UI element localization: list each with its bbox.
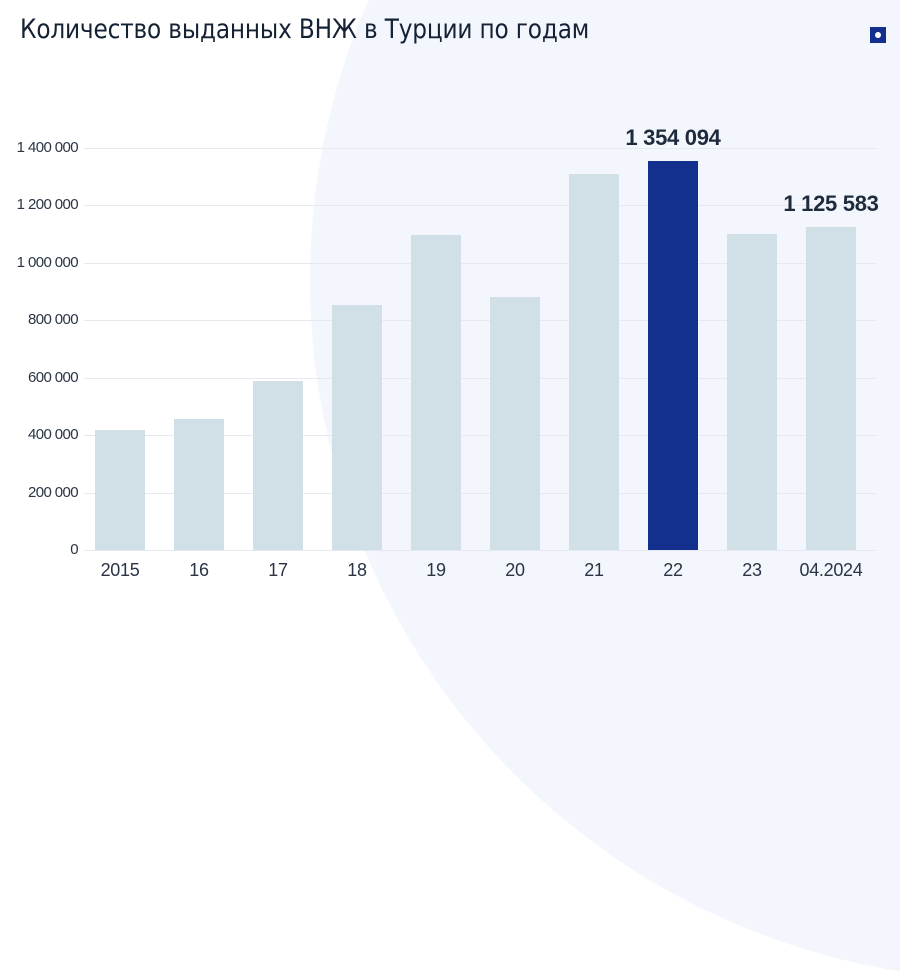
bar-19 <box>411 235 461 550</box>
chart-title: Количество выданных ВНЖ в Турции по года… <box>20 14 590 45</box>
y-axis-tick: 400 000 <box>27 426 79 444</box>
gridline <box>84 148 877 149</box>
y-axis-tick: 800 000 <box>27 311 79 329</box>
y-axis-tick: 1 400 000 <box>16 139 79 156</box>
bar-20 <box>490 297 540 550</box>
gridline <box>84 205 877 207</box>
x-axis-tick: 04.2024 <box>799 560 863 580</box>
data-label: 1 354 094 <box>625 125 721 151</box>
gridline <box>84 550 877 551</box>
bar-04.2024 <box>806 226 856 550</box>
bar-23 <box>727 233 777 550</box>
data-label: 1 125 583 <box>783 190 879 216</box>
gridline <box>84 262 877 264</box>
bar-21 <box>569 173 619 550</box>
x-axis-tick: 23 <box>742 560 762 580</box>
bar-17 <box>253 380 303 550</box>
gridline <box>84 320 877 322</box>
x-axis-tick: 18 <box>347 560 367 580</box>
y-axis-tick: 200 000 <box>27 483 79 501</box>
square-dot-icon <box>870 27 886 43</box>
bar-2015 <box>95 429 145 550</box>
y-axis-tick: 600 000 <box>27 368 79 386</box>
x-axis-tick: 19 <box>426 560 446 580</box>
x-axis-tick: 20 <box>505 560 525 580</box>
y-axis-tick: 1 200 000 <box>16 196 79 214</box>
x-axis-tick: 16 <box>189 560 209 580</box>
gridline <box>84 377 877 379</box>
x-axis-tick: 17 <box>268 560 288 580</box>
bar-18 <box>332 305 382 550</box>
y-axis-tick: 0 <box>70 541 78 558</box>
x-axis-tick: 2015 <box>100 560 140 580</box>
y-axis-tick: 1 000 000 <box>16 253 79 271</box>
bar-16 <box>174 419 224 550</box>
gridline <box>84 435 877 437</box>
bar-chart: 0 200 000 400 000 600 000 800 000 1 000 000 1 … <box>16 125 879 580</box>
gridline <box>84 492 877 494</box>
x-axis-tick: 22 <box>663 560 683 580</box>
x-axis-tick: 21 <box>584 560 604 580</box>
bar-22 <box>648 161 698 550</box>
